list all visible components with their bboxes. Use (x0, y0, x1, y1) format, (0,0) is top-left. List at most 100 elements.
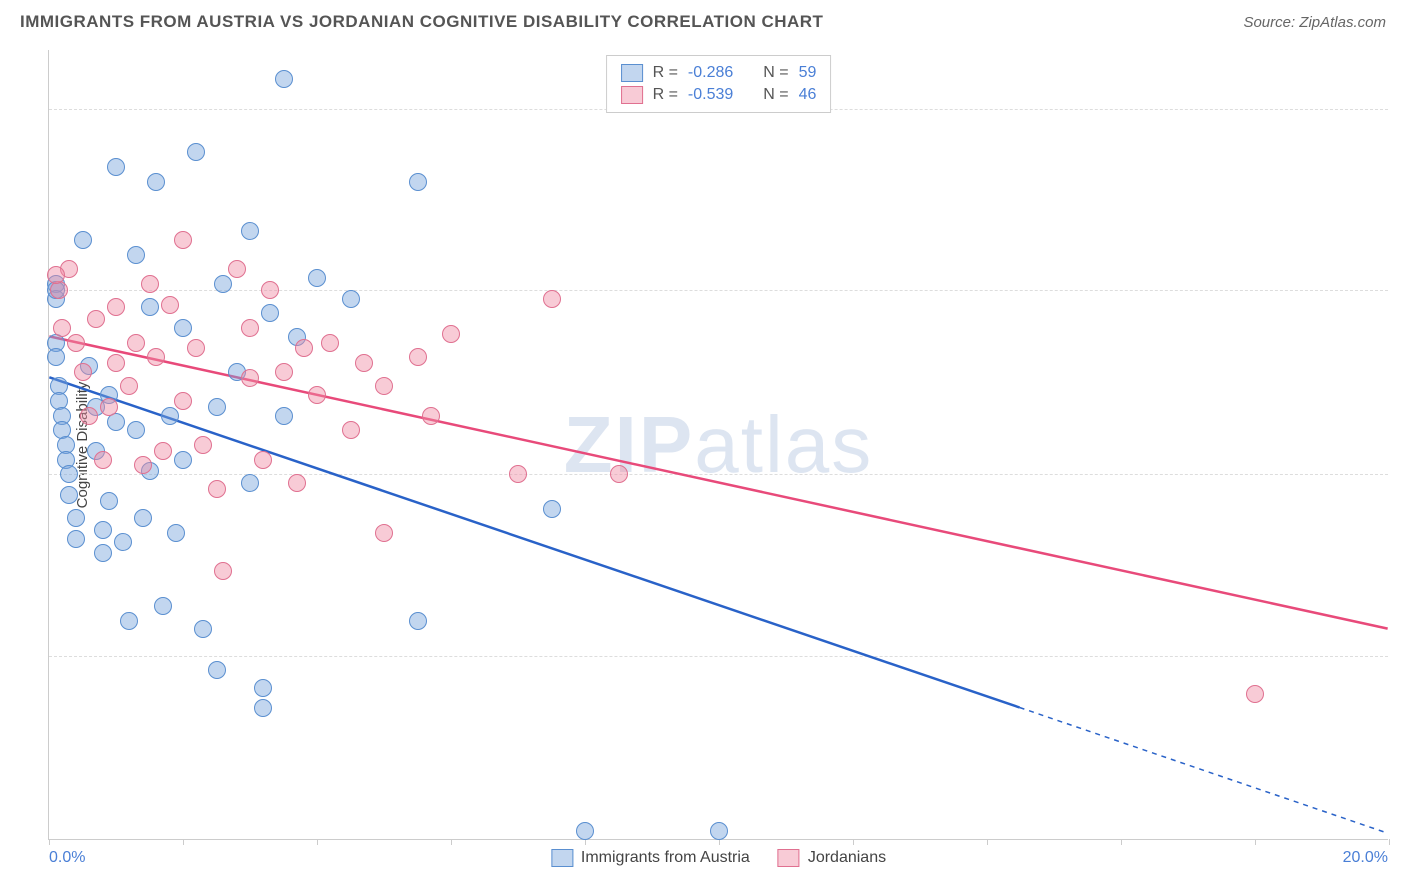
data-point (161, 407, 179, 425)
data-point (375, 524, 393, 542)
trend-lines (49, 50, 1388, 839)
data-point (610, 465, 628, 483)
data-point (60, 486, 78, 504)
bottom-legend: Immigrants from Austria Jordanians (551, 849, 886, 867)
y-tick-label: 25.0% (1398, 100, 1406, 118)
data-point (107, 158, 125, 176)
legend-label-2: Jordanians (808, 849, 886, 867)
chart-title: IMMIGRANTS FROM AUSTRIA VS JORDANIAN COG… (20, 12, 823, 32)
y-tick-label: 12.5% (1398, 465, 1406, 483)
data-point (100, 398, 118, 416)
data-point (208, 480, 226, 498)
data-point (67, 509, 85, 527)
data-point (94, 521, 112, 539)
x-tick (451, 839, 452, 845)
n-value-2: 46 (799, 86, 817, 104)
n-label: N = (763, 64, 788, 82)
data-point (127, 421, 145, 439)
swatch-series-2-b (778, 849, 800, 867)
x-tick (1389, 839, 1390, 845)
data-point (161, 296, 179, 314)
legend-label-1: Immigrants from Austria (581, 849, 750, 867)
data-point (254, 451, 272, 469)
data-point (576, 822, 594, 840)
data-point (275, 70, 293, 88)
data-point (241, 222, 259, 240)
data-point (80, 407, 98, 425)
data-point (422, 407, 440, 425)
data-point (94, 544, 112, 562)
data-point (275, 363, 293, 381)
data-point (1246, 685, 1264, 703)
data-point (543, 500, 561, 518)
data-point (187, 143, 205, 161)
x-tick (49, 839, 50, 845)
data-point (174, 451, 192, 469)
data-point (67, 530, 85, 548)
data-point (87, 310, 105, 328)
stats-row-1: R = -0.286 N = 59 (621, 62, 817, 84)
data-point (194, 620, 212, 638)
data-point (321, 334, 339, 352)
data-point (308, 269, 326, 287)
data-point (134, 456, 152, 474)
data-point (141, 275, 159, 293)
x-tick (987, 839, 988, 845)
data-point (375, 377, 393, 395)
data-point (174, 319, 192, 337)
data-point (174, 392, 192, 410)
r-value-2: -0.539 (688, 86, 733, 104)
data-point (254, 699, 272, 717)
data-point (342, 421, 360, 439)
data-point (543, 290, 561, 308)
swatch-series-1 (621, 64, 643, 82)
r-label: R = (653, 64, 678, 82)
legend-item-2: Jordanians (778, 849, 886, 867)
data-point (154, 442, 172, 460)
data-point (194, 436, 212, 454)
data-point (710, 822, 728, 840)
data-point (147, 173, 165, 191)
data-point (214, 275, 232, 293)
data-point (94, 451, 112, 469)
data-point (74, 231, 92, 249)
data-point (187, 339, 205, 357)
data-point (509, 465, 527, 483)
data-point (355, 354, 373, 372)
grid-line (49, 290, 1388, 291)
data-point (114, 533, 132, 551)
data-point (288, 474, 306, 492)
plot-area: Cognitive Disability 6.3%12.5%18.8%25.0%… (48, 50, 1388, 840)
data-point (120, 612, 138, 630)
data-point (60, 465, 78, 483)
data-point (74, 363, 92, 381)
data-point (254, 679, 272, 697)
swatch-series-1-b (551, 849, 573, 867)
y-tick-label: 6.3% (1398, 647, 1406, 665)
x-tick (1121, 839, 1122, 845)
stats-legend-box: R = -0.286 N = 59 R = -0.539 N = 46 (606, 55, 832, 113)
data-point (228, 260, 246, 278)
stats-row-2: R = -0.539 N = 46 (621, 84, 817, 106)
data-point (47, 348, 65, 366)
data-point (208, 398, 226, 416)
legend-item-1: Immigrants from Austria (551, 849, 750, 867)
x-tick (1255, 839, 1256, 845)
data-point (134, 509, 152, 527)
r-value-1: -0.286 (688, 64, 733, 82)
x-tick (317, 839, 318, 845)
x-axis-min-label: 0.0% (49, 849, 85, 867)
data-point (442, 325, 460, 343)
data-point (409, 612, 427, 630)
data-point (261, 304, 279, 322)
source-label: Source: ZipAtlas.com (1243, 14, 1386, 31)
data-point (107, 354, 125, 372)
x-tick (183, 839, 184, 845)
data-point (47, 266, 65, 284)
n-value-1: 59 (799, 64, 817, 82)
x-axis-max-label: 20.0% (1343, 849, 1388, 867)
data-point (241, 369, 259, 387)
data-point (67, 334, 85, 352)
y-tick-label: 18.8% (1398, 281, 1406, 299)
data-point (120, 377, 138, 395)
